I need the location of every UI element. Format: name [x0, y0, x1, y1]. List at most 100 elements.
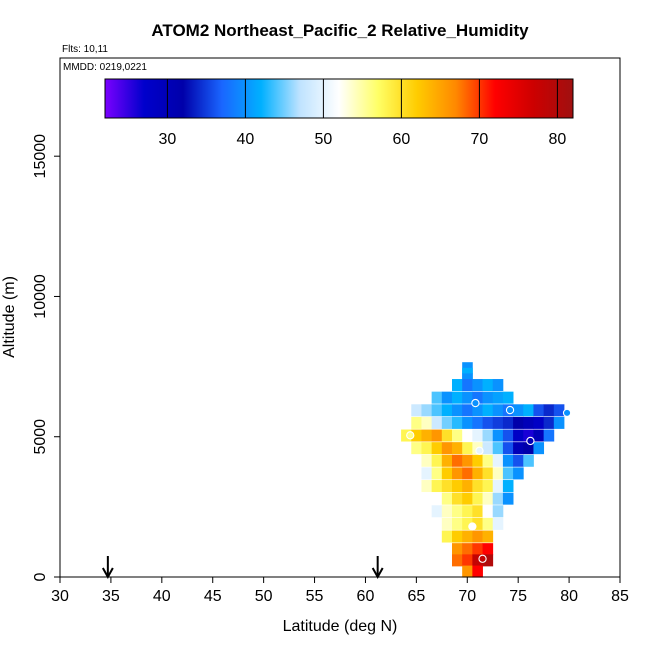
heatmap-cell — [482, 543, 494, 556]
heatmap-cell — [452, 429, 463, 442]
sample-marker — [562, 408, 572, 418]
heatmap-cell — [462, 565, 473, 578]
colorbar-tick-label: 70 — [471, 131, 489, 148]
y-tick-label: 5000 — [32, 419, 49, 455]
arrow-head-icon — [371, 567, 384, 580]
heatmap-cell — [411, 404, 422, 417]
heatmap-cell — [472, 429, 483, 442]
heatmap-cell — [421, 442, 433, 455]
heatmap-cell — [502, 467, 514, 480]
heatmap-cell — [482, 492, 494, 505]
x-tick-label: 75 — [509, 588, 527, 605]
x-tick-label: 85 — [611, 588, 629, 605]
heatmap-cell — [411, 454, 422, 467]
colorbar-tick-label: 60 — [393, 131, 411, 148]
x-tick-label: 80 — [560, 588, 578, 605]
heatmap-cell — [533, 442, 545, 455]
heatmap-cell — [492, 467, 504, 480]
heatmap-cell — [513, 467, 524, 480]
chart-title: ATOM2 Northeast_Pacific_2 Relative_Humid… — [151, 21, 529, 40]
heatmap-cell — [482, 517, 494, 530]
heatmap-cell — [421, 467, 433, 480]
sample-marker — [505, 405, 515, 415]
heatmap-cell — [502, 429, 514, 442]
heatmap-cell — [492, 454, 504, 467]
heatmap-cell — [502, 480, 514, 493]
x-tick-label: 30 — [51, 588, 69, 605]
heatmap-cell — [472, 517, 483, 530]
heatmap-cell — [462, 505, 473, 518]
y-axis-label: Altitude (m) — [1, 276, 18, 358]
x-tick-label: 55 — [306, 588, 324, 605]
heatmap-cell — [452, 416, 463, 429]
heatmap-cell — [492, 429, 504, 442]
heatmap-cell — [502, 416, 514, 429]
heatmap-cell — [431, 454, 443, 467]
heatmap-cell — [421, 454, 433, 467]
heatmap-cell — [431, 492, 443, 505]
heatmap-cell — [431, 505, 443, 518]
heatmap-cell — [513, 416, 524, 429]
plot-area: 30 35 40 45 50 55 60 65 70 75 80 85 0 5000 10000 15000 3… — [32, 57, 629, 605]
heatmap-cell — [441, 505, 453, 518]
heatmap-cell — [431, 416, 443, 429]
heatmap-cell — [492, 492, 504, 505]
heatmap-cell — [421, 416, 433, 429]
heatmap-cell — [492, 442, 504, 455]
x-tick-label: 70 — [458, 588, 476, 605]
heatmap-cell — [513, 454, 524, 467]
heatmap-cell — [452, 543, 463, 556]
heatmap-cell — [472, 505, 483, 518]
heatmap-cell — [472, 543, 483, 556]
heatmap-cell — [462, 543, 473, 556]
heatmap-cell — [431, 442, 443, 455]
heatmap-cell — [513, 404, 524, 417]
heatmap-cell — [441, 467, 453, 480]
heatmap-cell — [523, 429, 534, 442]
heatmap-cell — [452, 379, 463, 392]
heatmap-cell — [462, 442, 473, 455]
heatmap-cell — [482, 379, 494, 392]
heatmap-cell — [482, 467, 494, 480]
heatmap-cell — [472, 416, 483, 429]
heatmap-cell — [441, 442, 453, 455]
heatmap-cell — [482, 404, 494, 417]
arrow-head-icon — [101, 567, 114, 580]
heatmap-cell — [513, 429, 524, 442]
heatmap-cell — [502, 442, 514, 455]
heatmap-cell — [401, 416, 412, 429]
heatmap-cell — [462, 391, 473, 404]
heatmap-cell — [452, 404, 463, 417]
heatmap-cell — [452, 492, 463, 505]
heatmap-cell — [441, 480, 453, 493]
heatmap-cell — [543, 429, 555, 442]
heatmap-cell — [482, 391, 494, 404]
heatmap-cell — [462, 454, 473, 467]
heatmap-cell — [441, 429, 453, 442]
x-axis-label: Latitude (deg N) — [283, 618, 398, 635]
colorbar-tick-label: 30 — [159, 131, 177, 148]
heatmap-cell — [523, 404, 534, 417]
sample-marker — [468, 522, 477, 531]
heatmap-cell — [452, 391, 463, 404]
heatmap-cell — [472, 379, 483, 392]
colorbar-tick-label: 50 — [315, 131, 333, 148]
heatmap-cell — [441, 530, 453, 543]
heatmap-cell — [462, 530, 473, 543]
heatmap-cell — [441, 517, 453, 530]
heatmap-cell — [452, 530, 463, 543]
x-tick-label: 50 — [255, 588, 273, 605]
colorbar — [104, 78, 574, 119]
dates-label: MMDD: 0219,0221 — [63, 62, 147, 73]
heatmap-cell — [441, 492, 453, 505]
heatmap-cell — [482, 505, 494, 518]
heatmap-cell — [462, 429, 473, 442]
heatmap-cell — [492, 505, 504, 518]
heatmap-cell — [492, 416, 504, 429]
heatmap-cell — [523, 416, 534, 429]
heatmap-cell — [411, 416, 422, 429]
heatmap-cell — [421, 480, 433, 493]
heatmap-cell — [472, 404, 483, 417]
heatmap-cell — [482, 442, 494, 455]
heatmap-cell — [441, 454, 453, 467]
